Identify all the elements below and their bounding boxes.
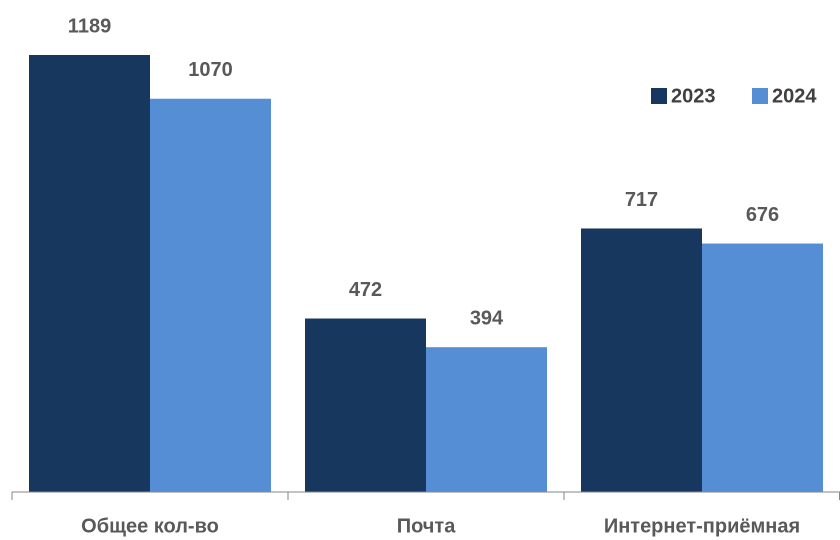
data-label: 717 bbox=[625, 189, 658, 211]
x-tick-label: Почта bbox=[397, 515, 457, 537]
data-label: 394 bbox=[470, 307, 504, 329]
bar bbox=[702, 243, 823, 492]
data-label: 1189 bbox=[68, 15, 111, 37]
data-label: 1070 bbox=[188, 59, 233, 81]
bar bbox=[581, 228, 702, 492]
bar bbox=[305, 318, 426, 492]
legend-swatch bbox=[651, 88, 667, 104]
bar bbox=[29, 55, 150, 492]
legend-label: 2024 bbox=[772, 85, 817, 107]
bar bbox=[150, 98, 271, 492]
data-label: 472 bbox=[349, 279, 382, 301]
data-label: 676 bbox=[746, 204, 779, 226]
x-tick-label: Общее кол-во bbox=[81, 515, 219, 537]
bar bbox=[426, 347, 547, 492]
legend-swatch bbox=[752, 88, 768, 104]
legend-label: 2023 bbox=[671, 85, 716, 107]
x-tick-label: Интернет-приёмная bbox=[604, 515, 800, 537]
